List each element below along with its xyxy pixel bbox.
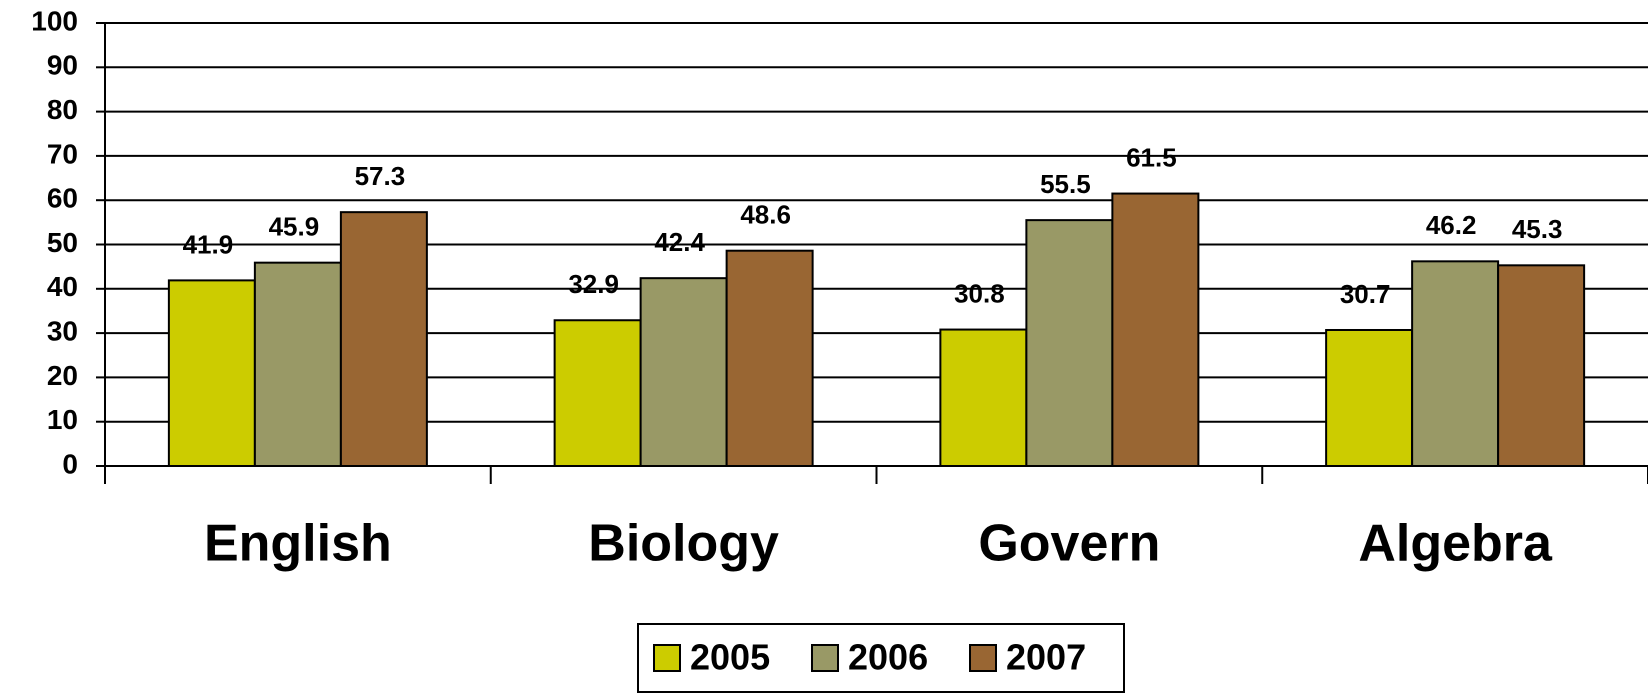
bar xyxy=(339,211,428,467)
bar xyxy=(939,328,1028,467)
y-tick-label: 100 xyxy=(31,5,78,36)
y-tick-label: 80 xyxy=(47,94,78,125)
bar xyxy=(1325,328,1414,467)
y-tick-label: 10 xyxy=(47,404,78,435)
data-label: 57.3 xyxy=(355,161,406,191)
y-tick-label: 40 xyxy=(47,271,78,302)
data-label: 42.4 xyxy=(654,227,705,257)
x-tick-label: English xyxy=(204,515,392,573)
y-tick-label: 90 xyxy=(47,50,78,81)
bar xyxy=(639,277,728,467)
data-label: 45.9 xyxy=(269,212,320,242)
data-label: 55.5 xyxy=(1040,169,1091,199)
legend-label: 2007 xyxy=(1006,637,1086,678)
data-label: 41.9 xyxy=(183,229,234,259)
bar xyxy=(1111,192,1200,467)
y-tick-label: 60 xyxy=(47,183,78,214)
data-label: 48.6 xyxy=(740,200,791,230)
legend-swatch xyxy=(811,644,839,672)
bar xyxy=(1497,264,1586,468)
bar xyxy=(553,319,642,467)
bar xyxy=(725,249,814,467)
x-tick-label: Govern xyxy=(978,515,1160,573)
x-tick-label: Biology xyxy=(588,515,779,573)
data-label: 32.9 xyxy=(568,269,619,299)
data-label: 30.8 xyxy=(954,278,1005,308)
legend-swatch xyxy=(653,644,681,672)
y-tick-label: 0 xyxy=(62,448,78,479)
legend-swatch xyxy=(969,644,997,672)
legend-label: 2006 xyxy=(848,637,928,678)
data-label: 30.7 xyxy=(1340,279,1391,309)
bar xyxy=(1411,260,1500,468)
legend-label: 2005 xyxy=(690,637,770,678)
data-label: 45.3 xyxy=(1512,214,1563,244)
x-tick-label: Algebra xyxy=(1358,515,1553,573)
legend-box xyxy=(637,623,1125,693)
y-tick-label: 50 xyxy=(47,227,78,258)
y-tick-label: 70 xyxy=(47,138,78,169)
bar xyxy=(167,279,256,467)
bar xyxy=(253,261,342,467)
y-tick-label: 20 xyxy=(47,360,78,391)
data-label: 61.5 xyxy=(1126,142,1177,172)
bar xyxy=(1025,219,1114,467)
y-tick-label: 30 xyxy=(47,315,78,346)
data-label: 46.2 xyxy=(1426,210,1477,240)
